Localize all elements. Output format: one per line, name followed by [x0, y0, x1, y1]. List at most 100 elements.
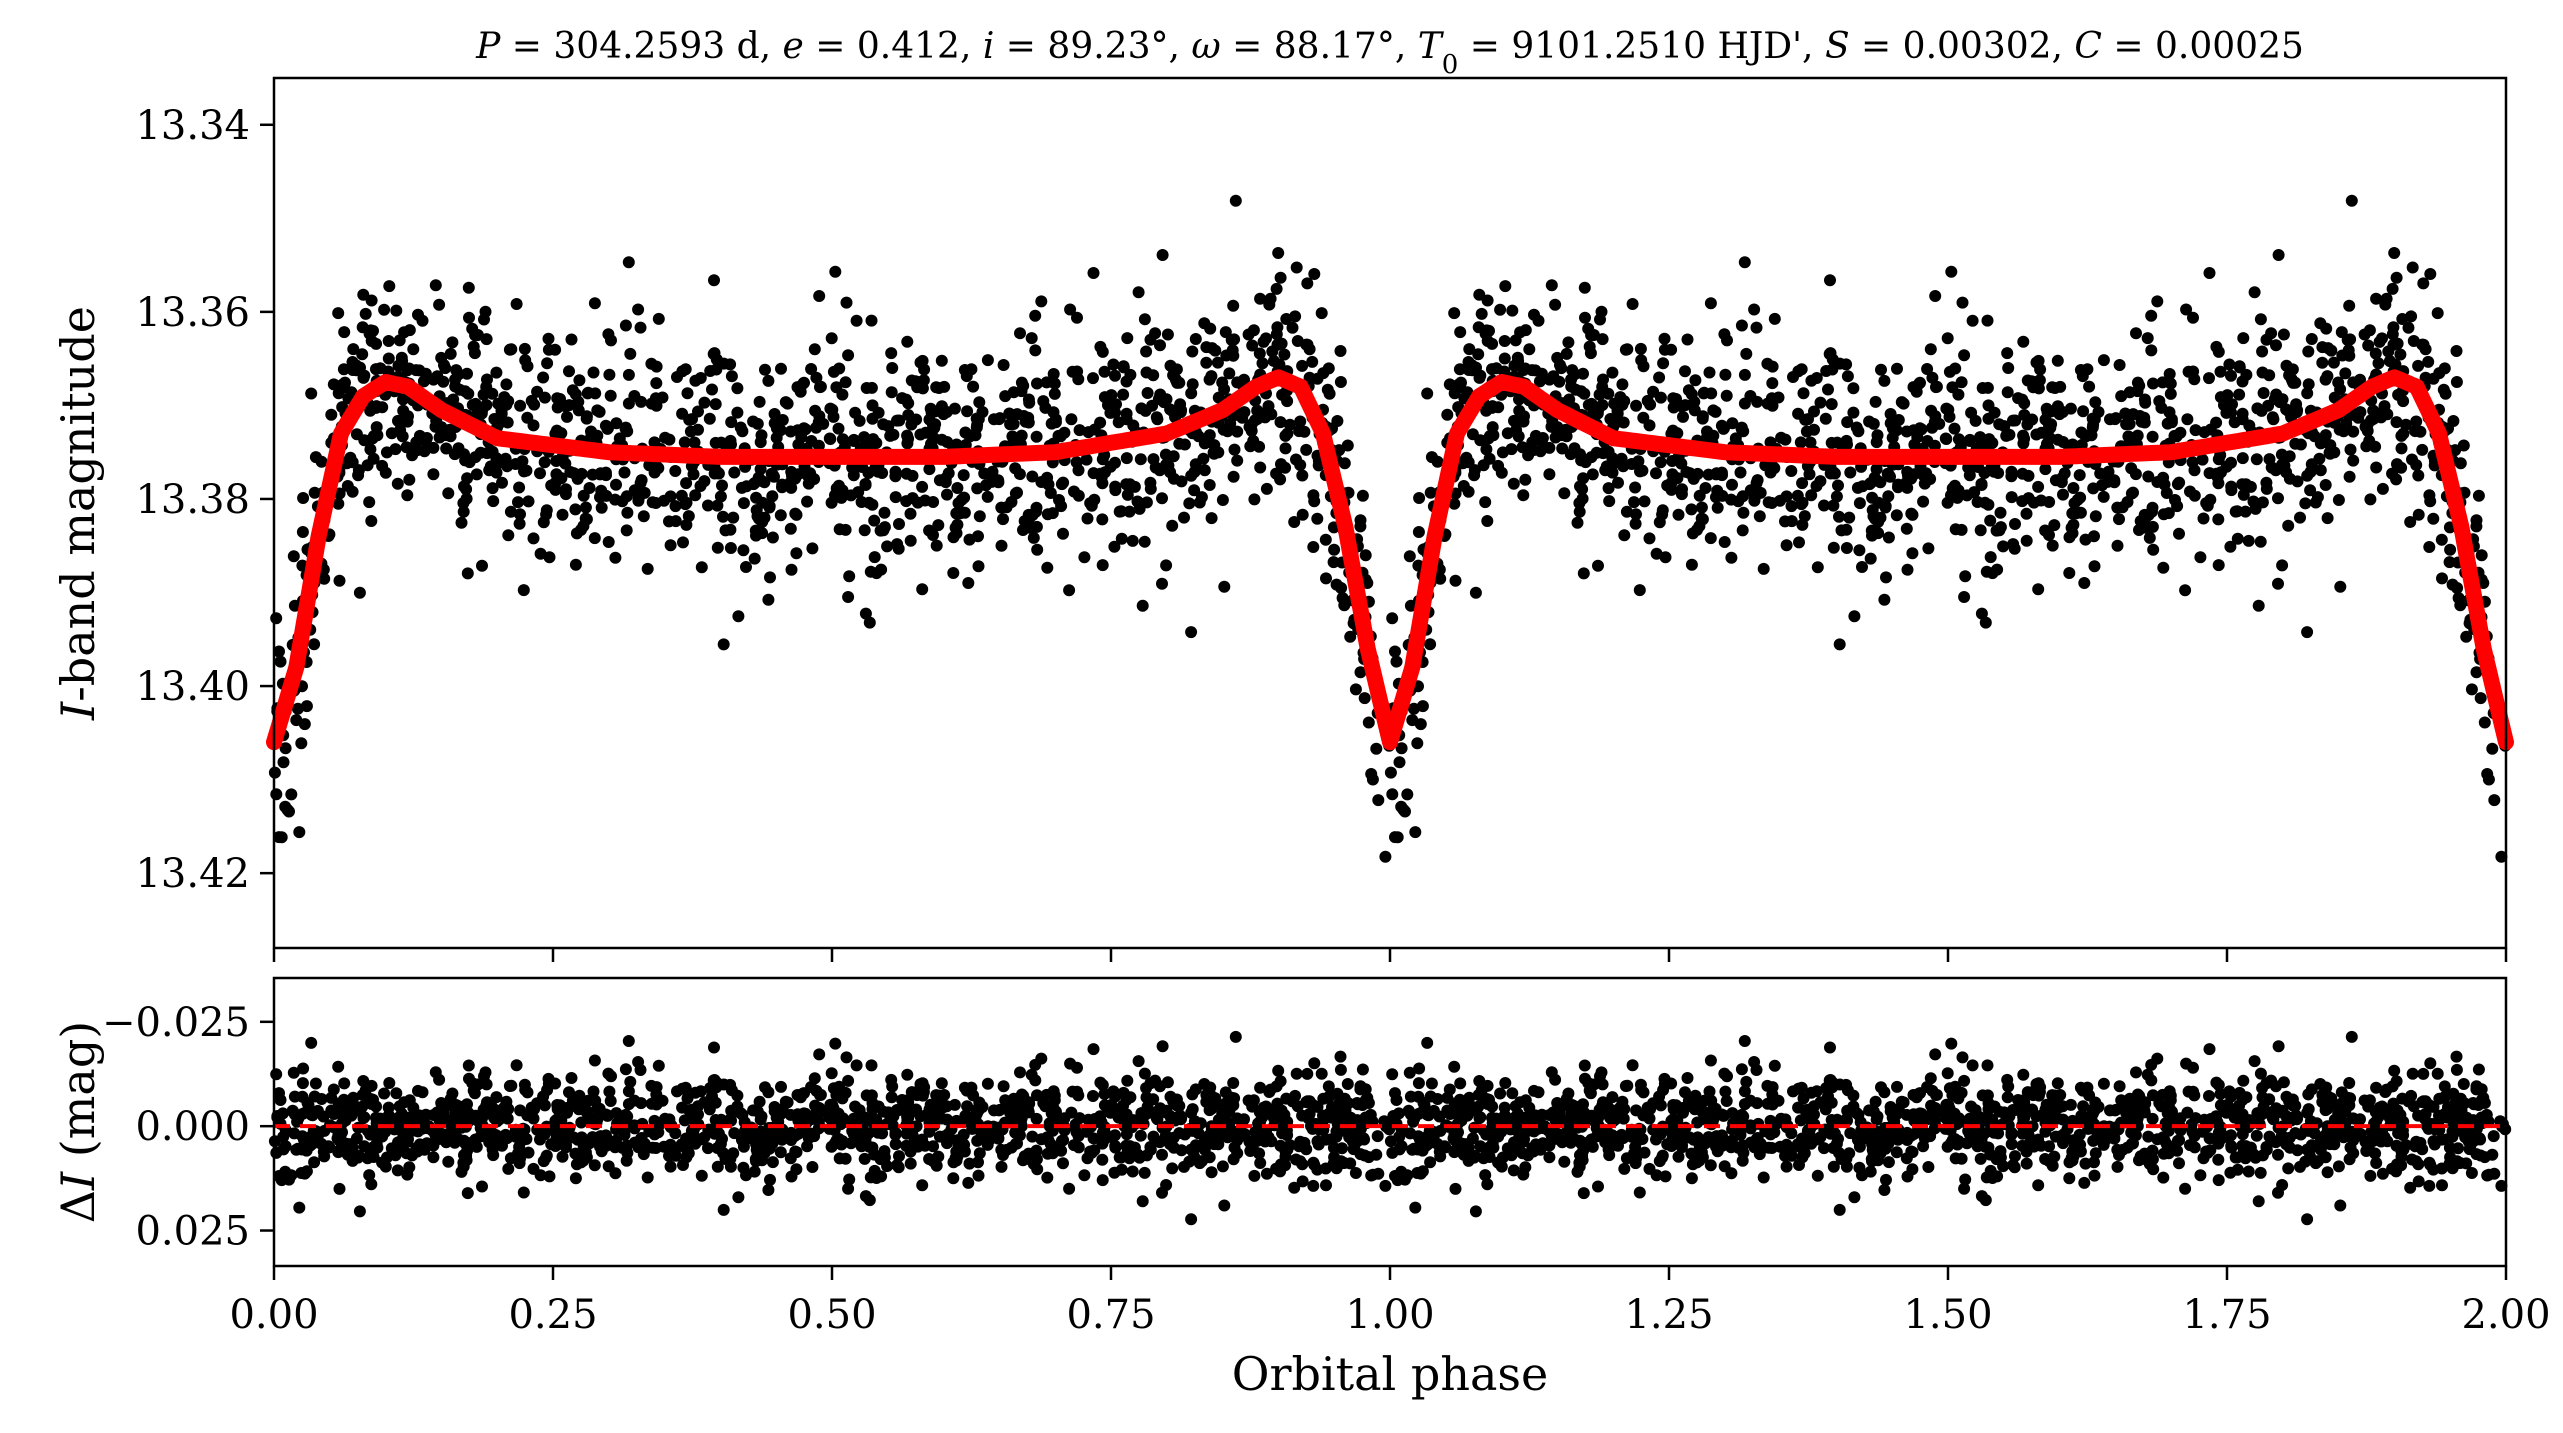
data-point: [1229, 444, 1241, 456]
data-point: [2124, 418, 2136, 430]
data-point: [1231, 455, 1243, 467]
residual-point: [2417, 1068, 2429, 1080]
data-point: [1518, 416, 1530, 428]
data-point: [732, 610, 744, 622]
data-point: [1074, 424, 1086, 436]
data-point: [1417, 700, 1429, 712]
data-point: [1982, 315, 1994, 327]
data-point: [1458, 480, 1470, 492]
residual-point: [380, 1161, 392, 1173]
data-point: [363, 496, 375, 508]
data-point: [1208, 448, 1220, 460]
data-point: [682, 387, 694, 399]
residual-point: [1320, 1179, 1332, 1191]
data-point: [1832, 480, 1844, 492]
residual-point: [297, 1063, 309, 1075]
data-point: [502, 529, 514, 541]
data-point: [2347, 455, 2359, 467]
residual-point: [2078, 1177, 2090, 1189]
residual-point: [2181, 1107, 2193, 1119]
data-point: [2257, 367, 2269, 379]
data-point: [2110, 412, 2122, 424]
data-point: [2266, 461, 2278, 473]
data-point: [1200, 341, 1212, 353]
data-point: [1307, 541, 1319, 553]
data-point: [947, 567, 959, 579]
residual-point: [603, 1160, 615, 1172]
data-point: [2262, 400, 2274, 412]
residual-point: [2436, 1179, 2448, 1191]
data-point: [1705, 387, 1717, 399]
data-point: [1530, 430, 1542, 442]
data-point: [1869, 472, 1881, 484]
data-point: [581, 410, 593, 422]
data-point: [1029, 344, 1041, 356]
residual-point: [2212, 1154, 2224, 1166]
residual-point: [2087, 1135, 2099, 1147]
residual-point: [2354, 1113, 2366, 1125]
residual-point: [1682, 1072, 1694, 1084]
data-point: [2391, 458, 2403, 470]
data-point: [2165, 388, 2177, 400]
data-point: [2476, 549, 2488, 561]
residual-point: [2377, 1168, 2389, 1180]
data-point: [1569, 442, 1581, 454]
data-point: [881, 540, 893, 552]
residual-point: [886, 1091, 898, 1103]
data-point: [720, 524, 732, 536]
data-point: [2278, 329, 2290, 341]
residual-point: [2322, 1166, 2334, 1178]
residual-point: [1880, 1174, 1892, 1186]
data-point: [710, 398, 722, 410]
residual-point: [2346, 1031, 2358, 1043]
data-point: [1031, 378, 1043, 390]
data-point: [1118, 360, 1130, 372]
residual-point: [2286, 1099, 2298, 1111]
data-point: [1736, 320, 1748, 332]
data-point: [650, 497, 662, 509]
data-point: [2181, 413, 2193, 425]
data-point: [632, 495, 644, 507]
data-point: [603, 536, 615, 548]
data-point: [1183, 497, 1195, 509]
residual-point: [2466, 1167, 2478, 1179]
data-point: [616, 495, 628, 507]
data-point: [339, 378, 351, 390]
data-point: [1096, 477, 1108, 489]
data-point: [828, 366, 840, 378]
data-point: [829, 266, 841, 278]
data-point: [1977, 382, 1989, 394]
data-point: [352, 469, 364, 481]
residual-point: [971, 1135, 983, 1147]
data-point: [279, 801, 291, 813]
data-point: [2213, 346, 2225, 358]
data-point: [1766, 377, 1778, 389]
data-point: [1705, 297, 1717, 309]
data-point: [621, 524, 633, 536]
residual-point: [1342, 1078, 1354, 1090]
data-point: [2410, 416, 2422, 428]
data-point: [1847, 382, 1859, 394]
data-point: [1206, 512, 1218, 524]
top-x-axis: [274, 948, 2506, 962]
data-point: [869, 551, 881, 563]
data-point: [1463, 343, 1475, 355]
residual-point: [1870, 1096, 1882, 1108]
data-point: [826, 332, 838, 344]
data-point: [1739, 369, 1751, 381]
data-point: [1863, 416, 1875, 428]
data-point: [1952, 389, 1964, 401]
y-tick-label: 13.40: [135, 664, 250, 710]
residual-point: [1357, 1064, 1369, 1076]
data-point: [512, 496, 524, 508]
data-point: [1512, 352, 1524, 364]
data-point: [1957, 297, 1969, 309]
data-point: [539, 392, 551, 404]
data-point: [1395, 801, 1407, 813]
data-point: [2018, 397, 2030, 409]
data-point: [1297, 509, 1309, 521]
data-point: [1991, 525, 2003, 537]
data-point: [270, 788, 282, 800]
data-point: [600, 467, 612, 479]
